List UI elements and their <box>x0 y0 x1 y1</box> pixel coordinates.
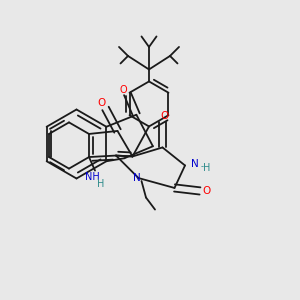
Text: -: - <box>201 163 204 172</box>
Text: H: H <box>202 163 210 173</box>
Text: N: N <box>133 173 141 183</box>
Text: O: O <box>202 186 211 196</box>
Text: N: N <box>191 159 199 169</box>
Text: O: O <box>120 85 127 95</box>
Text: O: O <box>160 111 168 121</box>
Text: NH: NH <box>85 172 99 182</box>
Text: O: O <box>98 98 106 108</box>
Text: H: H <box>97 179 105 189</box>
